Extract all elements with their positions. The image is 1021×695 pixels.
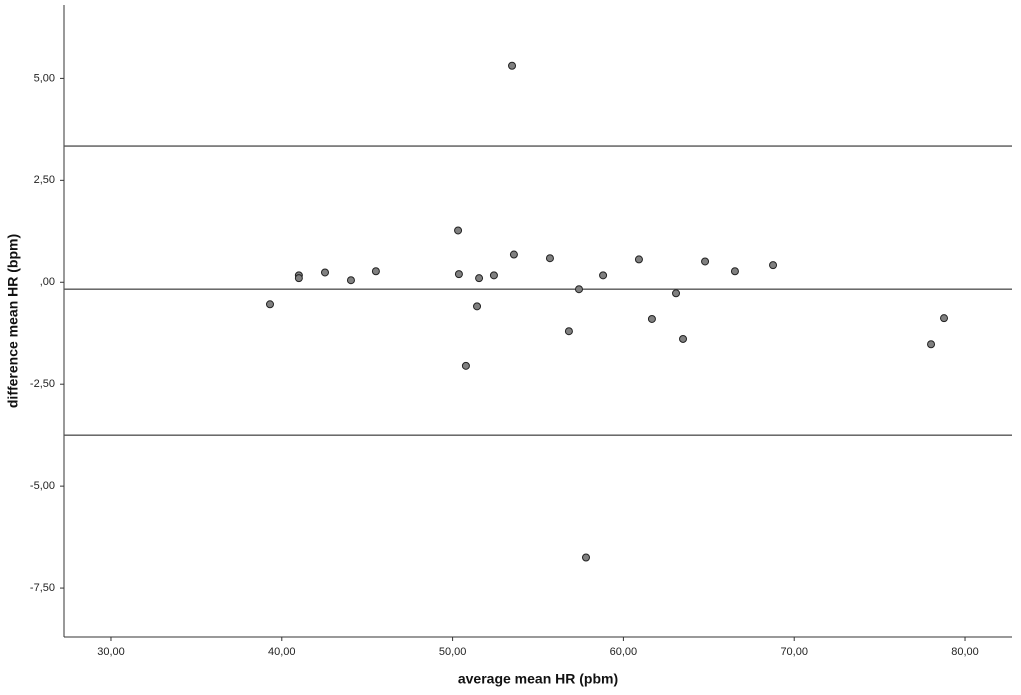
point	[574, 285, 583, 294]
point	[927, 340, 936, 349]
x-tick-label: 40,00	[268, 646, 296, 658]
y-axis-title: difference mean HR (bpm)	[5, 234, 21, 408]
point	[634, 255, 643, 264]
point	[346, 276, 355, 285]
point	[672, 289, 681, 298]
x-tick-label: 50,00	[439, 646, 467, 658]
point	[581, 553, 590, 562]
point	[475, 274, 484, 283]
point	[599, 271, 608, 280]
x-tick-label: 30,00	[97, 646, 125, 658]
point	[679, 334, 688, 343]
point	[509, 250, 518, 259]
point	[647, 314, 656, 323]
point	[508, 61, 517, 70]
point	[473, 302, 482, 311]
y-tick-label: -2,50	[30, 378, 55, 390]
x-tick-label: 60,00	[610, 646, 638, 658]
y-tick-label: -5,00	[30, 480, 55, 492]
point	[769, 261, 778, 270]
x-tick-label: 80,00	[951, 646, 979, 658]
y-tick-label: 5,00	[34, 72, 55, 84]
point	[461, 361, 470, 370]
point	[371, 267, 380, 276]
x-axis-title: average mean HR (pbm)	[458, 671, 618, 687]
point	[454, 226, 463, 235]
x-tick-label: 70,00	[780, 646, 808, 658]
point	[545, 254, 554, 263]
point	[265, 300, 274, 309]
point	[730, 267, 739, 276]
point	[320, 268, 329, 277]
y-tick-label: -7,50	[30, 582, 55, 594]
point	[940, 314, 949, 323]
point	[701, 257, 710, 266]
point	[454, 270, 463, 279]
y-tick-label: ,00	[40, 276, 55, 288]
point	[564, 327, 573, 336]
y-tick-label: 2,50	[34, 174, 55, 186]
point	[489, 271, 498, 280]
point	[294, 274, 303, 283]
